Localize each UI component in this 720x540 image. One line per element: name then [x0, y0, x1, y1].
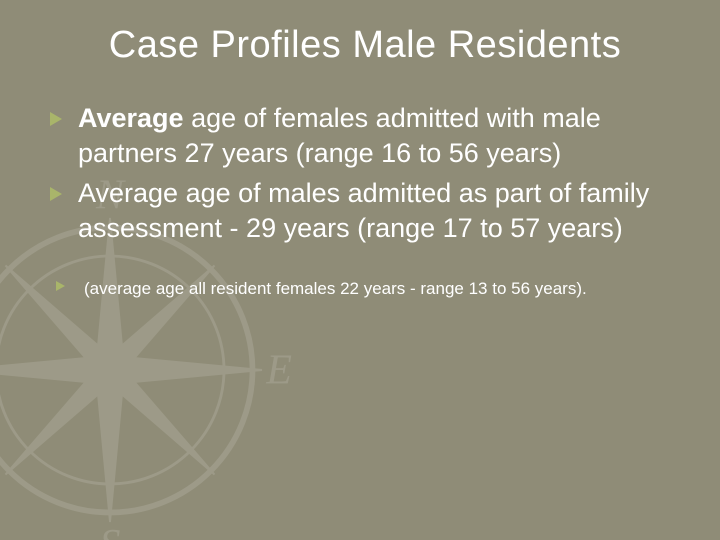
bullet-marker-icon [50, 187, 62, 201]
slide: N E S W Case Profiles Male Residents Ave… [0, 0, 720, 540]
bullet-list: Average age of females admitted with mal… [50, 101, 680, 301]
bullet-item: Average age of females admitted with mal… [50, 101, 680, 170]
bullet-marker-icon [50, 112, 62, 126]
slide-title: Case Profiles Male Residents [50, 24, 680, 67]
bullet-text: (average age all resident females 22 yea… [84, 279, 587, 298]
bullet-item: Average age of males admitted as part of… [50, 176, 680, 245]
bullet-item: (average age all resident females 22 yea… [50, 277, 680, 301]
bullet-marker-icon [56, 281, 65, 291]
bullet-text: Average age of males admitted as part of… [78, 178, 649, 243]
svg-text:E: E [265, 347, 292, 393]
svg-text:S: S [100, 522, 121, 540]
bullet-text-bold: Average [78, 103, 184, 133]
slide-content: Case Profiles Male Residents Average age… [0, 0, 720, 331]
